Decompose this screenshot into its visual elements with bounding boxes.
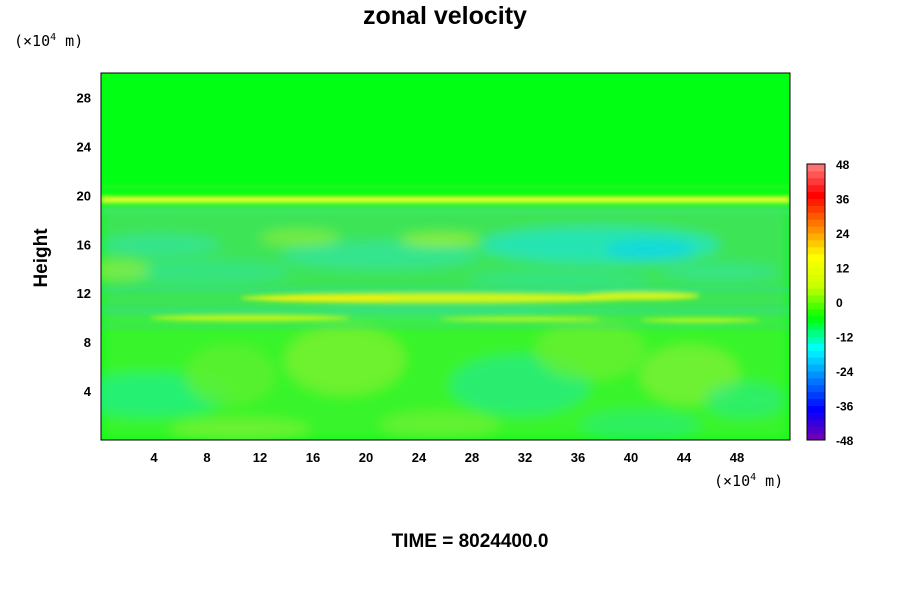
colorbar-frame — [806, 163, 826, 441]
y-tick-label: 8 — [84, 335, 91, 350]
colorbar-segment — [807, 433, 825, 441]
colorbar-segment — [807, 198, 825, 206]
colorbar-segment — [807, 364, 825, 372]
y-tick-label: 28 — [77, 90, 91, 105]
colorbar-segment — [807, 371, 825, 379]
colorbar-segment — [807, 219, 825, 227]
colorbar-segment — [807, 343, 825, 351]
colorbar-label: 36 — [836, 193, 850, 207]
colorbar-segment — [807, 412, 825, 420]
x-unit-label: (×104 m) — [714, 472, 784, 490]
colorbar-segment — [807, 302, 825, 310]
x-tick-label: 28 — [465, 450, 479, 465]
x-tick-label: 36 — [571, 450, 585, 465]
colorbar-label: -48 — [836, 434, 854, 448]
colorbar-segment — [807, 239, 825, 248]
colorbar-segment — [807, 315, 825, 324]
y-tick-label: 20 — [77, 188, 91, 203]
colorbar-segment — [807, 205, 825, 213]
colorbar-label: -24 — [836, 365, 854, 379]
y-unit-label: (×104 m) — [14, 32, 84, 50]
colorbar-segment — [807, 164, 825, 172]
colorbar-segment — [807, 260, 825, 268]
colorbar-segment — [807, 253, 825, 262]
colorbar-label: 48 — [836, 158, 850, 172]
colorbar-segment — [807, 384, 825, 393]
time-label: TIME = 8024400.0 — [391, 531, 549, 552]
colorbar-segment — [807, 329, 825, 337]
colorbar-segment — [807, 322, 825, 331]
plot-frame — [100, 72, 791, 441]
colorbar-segment — [807, 267, 825, 275]
y-tick-label: 24 — [77, 139, 92, 154]
x-tick-label: 8 — [203, 450, 210, 465]
colorbar-segment — [807, 170, 825, 179]
colorbar-segment — [807, 233, 825, 241]
chart-title: zonal velocity — [363, 2, 527, 30]
colorbar-segment — [807, 308, 825, 317]
colorbar-label: -12 — [836, 331, 854, 345]
colorbar-segment — [807, 405, 825, 413]
colorbar-segment — [807, 246, 825, 255]
colorbar-segment — [807, 426, 825, 434]
colorbar-label: -36 — [836, 400, 854, 414]
x-tick-label: 48 — [730, 450, 744, 465]
colorbar-segment — [807, 398, 825, 406]
colorbar-segment — [807, 212, 825, 220]
colorbar-segment — [807, 419, 825, 427]
colorbar-segment — [807, 281, 825, 289]
colorbar-segment — [807, 288, 825, 296]
x-tick-label: 44 — [677, 450, 692, 465]
colorbar-segment — [807, 377, 825, 386]
colorbar-segment — [807, 391, 825, 400]
x-tick-label: 40 — [624, 450, 638, 465]
colorbar-label: 24 — [836, 227, 850, 241]
colorbar-segment — [807, 177, 825, 186]
x-tick-label: 32 — [518, 450, 532, 465]
heatmap-field — [101, 73, 790, 440]
x-tick-label: 24 — [412, 450, 427, 465]
y-tick-label: 12 — [77, 286, 91, 301]
x-tick-label: 16 — [306, 450, 320, 465]
y-tick-label: 16 — [77, 237, 91, 252]
colorbar-label: 12 — [836, 262, 850, 276]
colorbar-segment — [807, 274, 825, 282]
colorbar-segment — [807, 357, 825, 365]
colorbar-label: 0 — [836, 296, 843, 310]
colorbar-segment — [807, 350, 825, 358]
colorbar-segment — [807, 226, 825, 234]
x-tick-label: 4 — [150, 450, 158, 465]
colorbar-segment — [807, 336, 825, 344]
colorbar-segment — [807, 184, 825, 193]
colorbar-segment — [807, 191, 825, 199]
colorbar-segment — [807, 295, 825, 303]
y-tick-label: 4 — [84, 384, 92, 399]
x-tick-label: 20 — [359, 450, 373, 465]
x-tick-label: 12 — [253, 450, 267, 465]
